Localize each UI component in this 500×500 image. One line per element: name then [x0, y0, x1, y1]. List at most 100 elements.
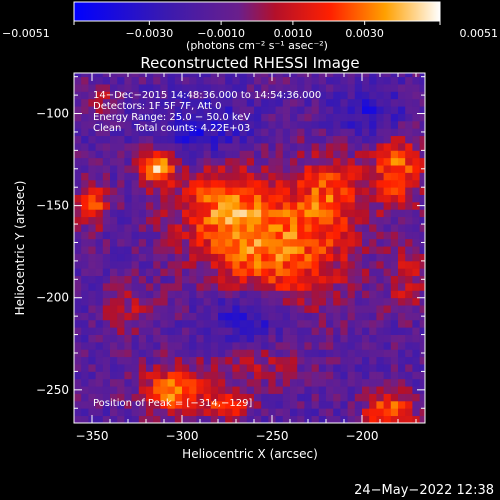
heatmap-cell [218, 393, 226, 402]
heatmap-cell [160, 194, 168, 203]
heatmap-cell [124, 260, 132, 269]
heatmap-cell [390, 356, 399, 365]
heatmap-cell [117, 231, 125, 240]
heatmap-cell [131, 290, 140, 299]
heatmap-cell [318, 120, 327, 129]
heatmap-cell [333, 84, 341, 92]
heatmap-cell [174, 334, 183, 343]
heatmap-cell [225, 356, 233, 365]
heatmap-cell [218, 157, 226, 166]
heatmap-cell [182, 246, 190, 254]
heatmap-cell [81, 98, 89, 107]
heatmap-cell [290, 393, 298, 402]
heatmap-cell [138, 135, 147, 144]
heatmap-cell [239, 84, 248, 92]
heatmap-cell [412, 157, 420, 166]
heatmap-cell [203, 128, 212, 137]
heatmap-cell [304, 91, 312, 100]
heatmap-cell [167, 128, 176, 137]
heatmap-cell [340, 356, 348, 365]
heatmap-cell [218, 194, 226, 203]
heatmap-cell [347, 408, 356, 417]
heatmap-cell [304, 386, 312, 394]
heatmap-cell [117, 209, 125, 218]
heatmap-cell [182, 238, 190, 247]
heatmap-cell [326, 400, 334, 409]
heatmap-cell [138, 378, 147, 387]
heatmap-cell [261, 187, 269, 195]
heatmap-cell [326, 73, 334, 78]
heatmap-cell [225, 91, 233, 100]
heatmap-cell [268, 297, 276, 306]
heatmap-cell [81, 371, 89, 380]
heatmap-cell [232, 268, 240, 277]
heatmap-cell [203, 194, 212, 203]
heatmap-cell [160, 135, 168, 144]
heatmap-cell [340, 275, 348, 284]
heatmap-cell [196, 260, 204, 269]
heatmap-cell [340, 231, 348, 240]
heatmap-cell [405, 120, 413, 129]
heatmap-cell [110, 400, 118, 409]
heatmap-cell [376, 91, 384, 100]
heatmap-cell [304, 305, 312, 313]
heatmap-cell [210, 253, 219, 262]
heatmap-cell [340, 224, 348, 232]
heatmap-cell [398, 216, 406, 225]
heatmap-cell [398, 356, 406, 365]
heatmap-cell [275, 194, 284, 203]
heatmap-cell [117, 150, 125, 159]
heatmap-cell [102, 253, 111, 262]
heatmap-cell [210, 179, 219, 188]
heatmap-cell [189, 378, 197, 387]
heatmap-cell [261, 400, 269, 409]
heatmap-cell [88, 378, 96, 387]
heatmap-cell [138, 84, 147, 92]
heatmap-cell [390, 400, 399, 409]
heatmap-cell [81, 290, 89, 299]
heatmap-cell [376, 283, 384, 291]
heatmap-cell [81, 349, 89, 358]
heatmap-cell [95, 349, 104, 358]
heatmap-cell [282, 120, 291, 129]
heatmap-cell [153, 356, 161, 365]
heatmap-cell [117, 275, 125, 284]
heatmap-cell [74, 415, 82, 423]
heatmap-cell [333, 290, 341, 299]
heatmap-cell [354, 150, 363, 159]
heatmap-cell [232, 312, 240, 321]
heatmap-cell [81, 319, 89, 328]
heatmap-cell [218, 386, 226, 394]
heatmap-cell [210, 415, 219, 423]
heatmap-cell [311, 364, 320, 372]
heatmap-cell [117, 128, 125, 137]
heatmap-cell [398, 120, 406, 129]
heatmap-cell [138, 98, 147, 107]
heatmap-cell [153, 305, 161, 313]
heatmap-cell [282, 268, 291, 277]
heatmap-cell [383, 275, 392, 284]
heatmap-cell [203, 283, 212, 291]
heatmap-cell [88, 128, 96, 137]
heatmap-cell [290, 91, 298, 100]
heatmap-cell [88, 283, 96, 291]
heatmap-cell [412, 113, 420, 122]
heatmap-cell [304, 393, 312, 402]
heatmap-cell [326, 260, 334, 269]
heatmap-cell [88, 194, 96, 203]
heatmap-cell [203, 113, 212, 122]
heatmap-cell [369, 201, 377, 210]
heatmap-cell [282, 179, 291, 188]
heatmap-cell [110, 297, 118, 306]
heatmap-cell [419, 172, 425, 181]
heatmap-cell [117, 135, 125, 144]
heatmap-cell [282, 253, 291, 262]
heatmap-cell [354, 297, 363, 306]
heatmap-cell [81, 194, 89, 203]
heatmap-cell [333, 268, 341, 277]
heatmap-cell [153, 187, 161, 195]
heatmap-cell [225, 143, 233, 151]
heatmap-cell [160, 275, 168, 284]
heatmap-cell [203, 216, 212, 225]
heatmap-cell [254, 246, 262, 254]
